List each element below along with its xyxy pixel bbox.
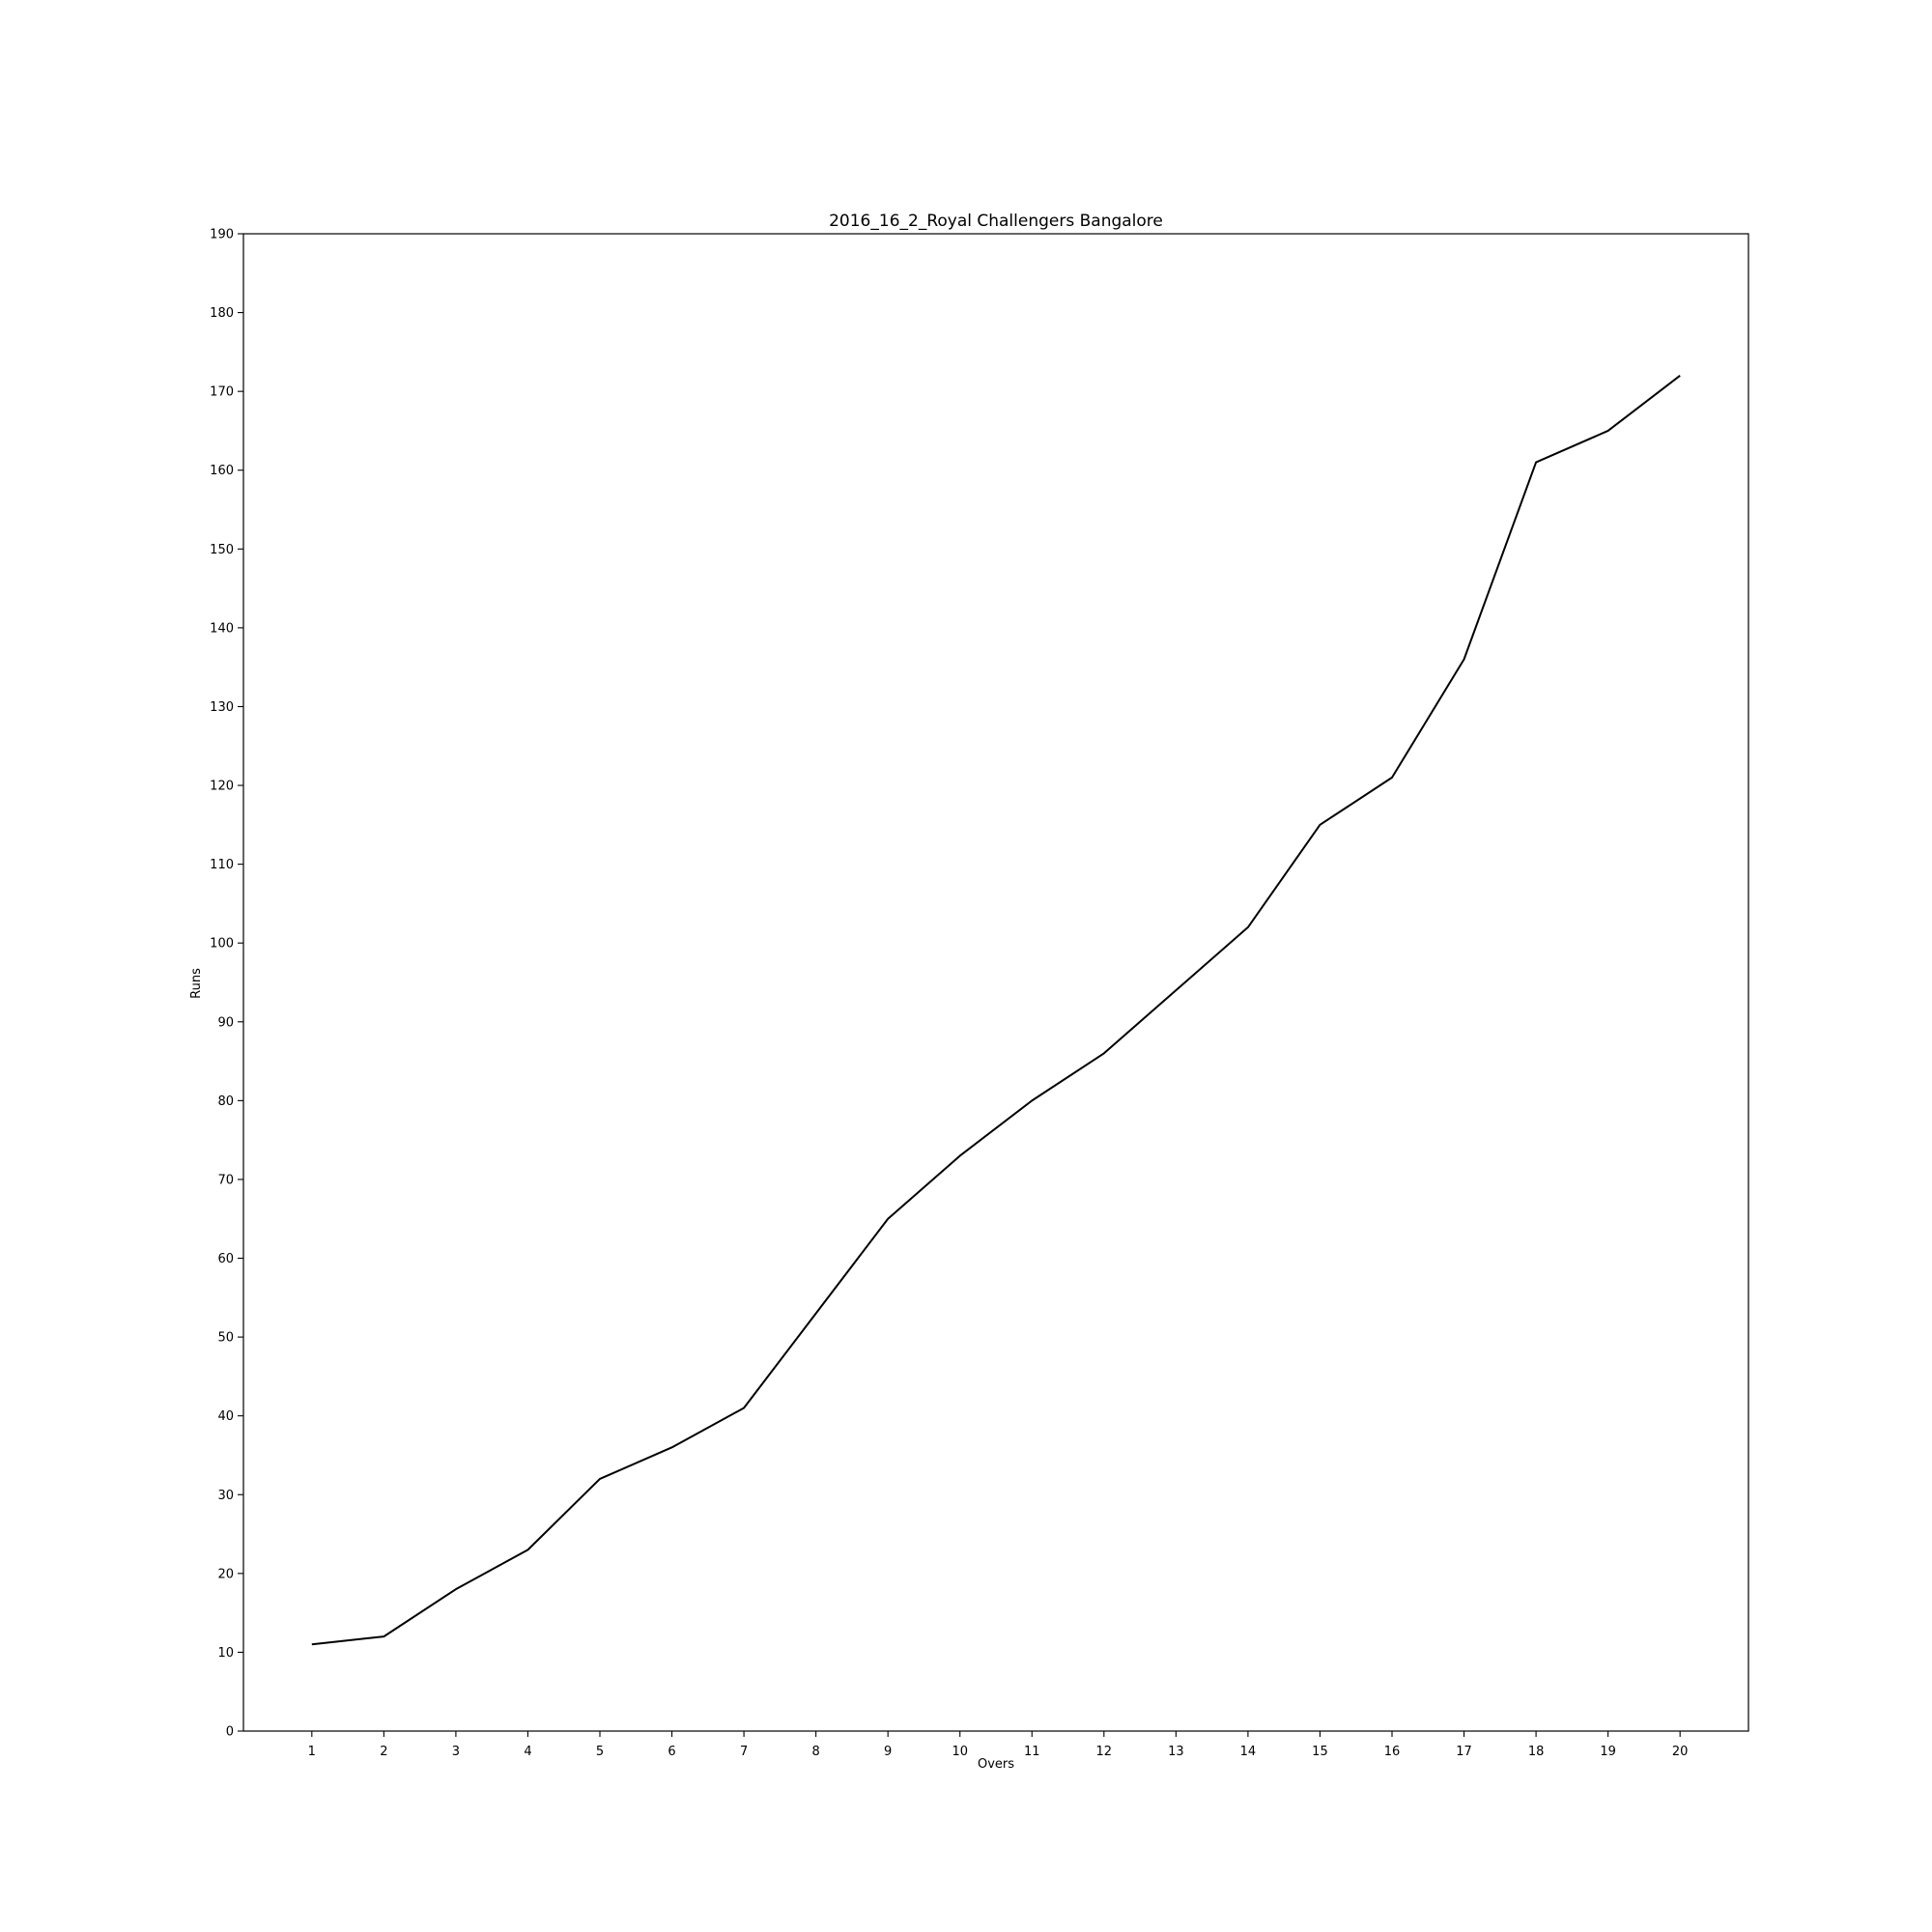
- y-tick-label: 40: [217, 1409, 234, 1424]
- x-tick-label: 12: [1096, 1745, 1113, 1759]
- x-tick-label: 19: [1600, 1745, 1616, 1759]
- x-axis-ticks: 1 2 3 4 5 6 7 8 9 10 11 12 13 14 15 16 17 18 19 20: [308, 1731, 1689, 1759]
- series-line: [311, 375, 1681, 1646]
- y-tick-label: 150: [210, 543, 234, 557]
- x-tick-label: 10: [952, 1745, 968, 1759]
- y-tick-label: 180: [210, 306, 234, 321]
- y-tick-label: 10: [217, 1646, 234, 1661]
- y-tick-label: 0: [226, 1725, 234, 1740]
- y-tick-label: 60: [217, 1252, 234, 1266]
- y-tick-label: 90: [217, 1015, 234, 1030]
- chart-title: 2016_16_2_Royal Challengers Bangalore: [829, 212, 1163, 231]
- y-tick-label: 70: [217, 1173, 234, 1187]
- x-tick-label: 11: [1024, 1745, 1040, 1759]
- y-tick-label: 30: [217, 1489, 234, 1503]
- y-tick-label: 50: [217, 1331, 234, 1346]
- x-tick-label: 4: [524, 1745, 531, 1759]
- x-tick-label: 2: [380, 1745, 387, 1759]
- plot-series: [311, 375, 1681, 1646]
- x-tick-label: 9: [884, 1745, 892, 1759]
- x-tick-label: 8: [811, 1745, 819, 1759]
- x-axis-label: Overs: [978, 1757, 1014, 1772]
- x-tick-label: 18: [1528, 1745, 1545, 1759]
- x-tick-label: 17: [1456, 1745, 1472, 1759]
- y-tick-label: 120: [210, 780, 234, 794]
- x-tick-label: 20: [1672, 1745, 1689, 1759]
- x-tick-label: 3: [452, 1745, 460, 1759]
- y-axis-label: Runs: [189, 968, 204, 999]
- y-tick-label: 20: [217, 1567, 234, 1581]
- y-tick-label: 190: [210, 228, 234, 242]
- y-tick-label: 130: [210, 700, 234, 715]
- plot-frame: [242, 233, 1749, 1732]
- y-tick-label: 170: [210, 385, 234, 400]
- x-tick-label: 15: [1312, 1745, 1328, 1759]
- y-tick-label: 80: [217, 1094, 234, 1109]
- x-tick-label: 7: [740, 1745, 748, 1759]
- y-tick-label: 110: [210, 858, 234, 872]
- x-tick-label: 16: [1384, 1745, 1401, 1759]
- x-tick-label: 1: [308, 1745, 316, 1759]
- y-tick-label: 140: [210, 621, 234, 636]
- y-tick-label: 160: [210, 464, 234, 478]
- x-tick-label: 5: [596, 1745, 604, 1759]
- x-tick-label: 13: [1168, 1745, 1184, 1759]
- y-axis-ticks: 0 10 20 30 40 50 60 70 80 90 100 110 120 130 140 150 160…: [210, 228, 243, 1740]
- x-tick-label: 14: [1240, 1745, 1257, 1759]
- y-tick-label: 100: [210, 937, 234, 952]
- x-tick-label: 6: [668, 1745, 675, 1759]
